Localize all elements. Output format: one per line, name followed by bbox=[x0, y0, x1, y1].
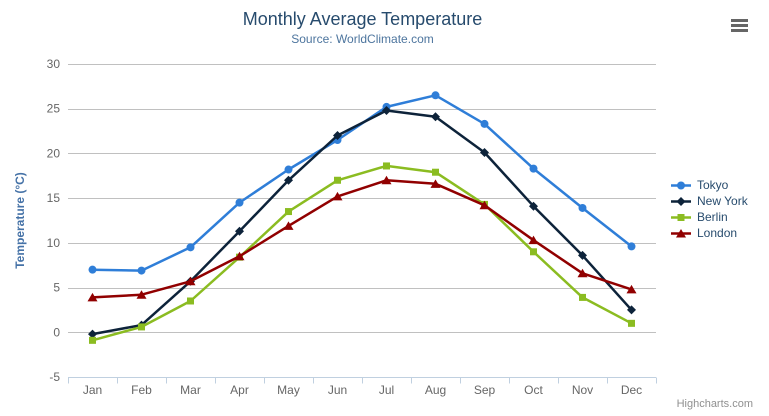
x-axis-label: Nov bbox=[572, 383, 593, 397]
legend-label: London bbox=[697, 226, 738, 240]
series-line-london bbox=[91, 179, 633, 299]
series-line-new-york bbox=[91, 109, 633, 336]
legend-item-london[interactable]: London bbox=[670, 225, 748, 241]
hamburger-icon bbox=[731, 19, 751, 32]
series-marker-berlin bbox=[530, 248, 537, 256]
x-axis-label: Sep bbox=[474, 383, 496, 397]
series-marker-tokyo bbox=[529, 164, 538, 173]
x-axis-label: Aug bbox=[425, 383, 446, 397]
series-london bbox=[87, 175, 637, 302]
legend-marker-shape bbox=[676, 228, 686, 237]
series-marker-tokyo bbox=[235, 198, 244, 207]
x-axis-label: Dec bbox=[621, 383, 642, 397]
series-marker-london bbox=[381, 175, 392, 185]
series-marker-berlin bbox=[628, 319, 635, 327]
y-axis-label: 15 bbox=[47, 191, 61, 205]
series-marker-london bbox=[136, 290, 147, 299]
series-marker-tokyo bbox=[284, 165, 293, 174]
series-marker-berlin bbox=[187, 297, 194, 305]
x-axis-label: Mar bbox=[180, 383, 201, 397]
chart-title: Monthly Average Temperature bbox=[242, 9, 483, 29]
legend-marker-shape bbox=[677, 213, 685, 221]
series-marker-tokyo bbox=[186, 243, 195, 252]
y-axis-title: Temperature (°C) bbox=[13, 172, 27, 269]
legend-item-tokyo[interactable]: Tokyo bbox=[670, 177, 748, 193]
legend-marker-shape bbox=[677, 181, 685, 189]
series-marker-berlin bbox=[383, 162, 390, 170]
series-marker-london bbox=[479, 200, 490, 210]
series-marker-new-york bbox=[333, 131, 342, 141]
series-marker-london bbox=[577, 268, 588, 278]
x-axis-label: Jan bbox=[83, 383, 102, 397]
legend-label: Berlin bbox=[697, 210, 728, 224]
series-marker-new-york bbox=[480, 148, 489, 158]
series-marker-tokyo bbox=[627, 242, 636, 251]
series-marker-berlin bbox=[285, 208, 292, 216]
series-marker-new-york bbox=[88, 329, 97, 339]
y-axis-label: 10 bbox=[47, 236, 61, 250]
legend-item-new-york[interactable]: New York bbox=[670, 193, 748, 209]
y-axis-label: 5 bbox=[53, 281, 60, 295]
y-axis-label: -5 bbox=[49, 370, 60, 384]
series-marker-london bbox=[185, 276, 196, 286]
x-axis-label: Feb bbox=[131, 383, 152, 397]
y-axis-label: 20 bbox=[47, 146, 61, 160]
x-axis-label: Jun bbox=[328, 383, 347, 397]
legend-marker-shape bbox=[676, 196, 686, 206]
series-marker-london bbox=[283, 221, 294, 230]
series-marker-london bbox=[430, 179, 441, 188]
highcharts-credit[interactable]: Highcharts.com bbox=[676, 398, 753, 410]
series-marker-new-york bbox=[284, 175, 293, 185]
legend-marker-circle-icon bbox=[671, 181, 691, 189]
series-marker-london bbox=[332, 191, 343, 201]
series-marker-tokyo bbox=[431, 91, 440, 100]
x-axis-label: Oct bbox=[524, 383, 543, 397]
series-marker-berlin bbox=[579, 293, 586, 301]
legend: Tokyo New York Berlin London bbox=[670, 177, 748, 241]
series-marker-berlin bbox=[138, 323, 145, 331]
legend-marker-square-icon bbox=[671, 213, 691, 221]
y-axis-label: 30 bbox=[47, 57, 61, 71]
series-marker-london bbox=[234, 251, 245, 261]
series-new-york bbox=[88, 106, 636, 339]
series-marker-london bbox=[626, 284, 637, 294]
series-line-berlin bbox=[91, 164, 633, 342]
legend-item-berlin[interactable]: Berlin bbox=[670, 209, 748, 225]
x-axis-label: May bbox=[277, 383, 300, 397]
export-menu-button[interactable] bbox=[731, 19, 751, 35]
legend-label: New York bbox=[697, 194, 748, 208]
series-marker-berlin bbox=[89, 336, 96, 344]
series-marker-tokyo bbox=[137, 266, 146, 275]
y-axis-label: 0 bbox=[53, 325, 60, 339]
legend-label: Tokyo bbox=[697, 178, 729, 192]
x-axis-label: Apr bbox=[230, 383, 249, 397]
legend-marker-diamond-icon bbox=[671, 196, 691, 206]
series-marker-berlin bbox=[432, 168, 439, 176]
series-marker-new-york bbox=[235, 226, 244, 236]
series-tokyo bbox=[88, 91, 636, 275]
chart-subtitle: Source: WorldClimate.com bbox=[291, 32, 434, 46]
series-marker-new-york bbox=[529, 201, 538, 211]
series-marker-london bbox=[87, 292, 98, 302]
series-marker-new-york bbox=[627, 305, 636, 315]
series-marker-new-york bbox=[431, 112, 440, 122]
series-line-tokyo bbox=[91, 94, 633, 272]
series-marker-new-york bbox=[382, 106, 391, 116]
series-marker-tokyo bbox=[480, 119, 489, 128]
series-marker-new-york bbox=[578, 250, 587, 260]
legend-marker-triangle-icon bbox=[671, 228, 691, 237]
x-axis-label: Jul bbox=[379, 383, 394, 397]
y-axis-label: 25 bbox=[47, 102, 61, 116]
series-marker-london bbox=[528, 235, 539, 245]
series-marker-tokyo bbox=[578, 203, 587, 212]
series-marker-berlin bbox=[334, 176, 341, 184]
series-marker-tokyo bbox=[88, 265, 97, 274]
